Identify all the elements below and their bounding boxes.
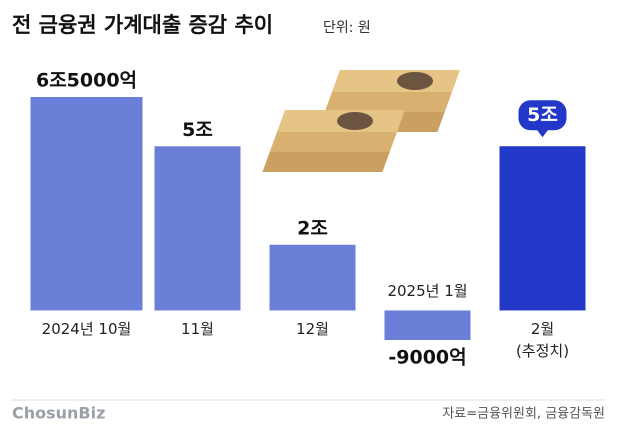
x-tick-label: 2024년 10월 [41,320,132,339]
x-tick-label: 11월 [181,320,214,339]
value-label: 2조 [297,217,328,239]
bar [269,244,356,311]
value-label: -9000억 [388,347,466,369]
value-label: 5조 [182,119,213,141]
callout-box [518,100,567,131]
value-label: 5조 [527,104,558,126]
source: 자료=금융위원회, 금융감독원 [442,407,605,422]
chart-subtitle: 단위: 원 [323,20,371,36]
chart-title: 전 금융권 가계대출 증감 추이 [12,13,273,37]
bar [499,146,586,311]
money-illustration [262,70,460,172]
x-tick-label: 2025년 1월 [387,282,468,301]
x-tick-label: 12월 [296,320,329,339]
x-tick-label: 2월 (추정치) [515,320,570,361]
bar [384,310,471,340]
callout: 5조 [518,100,567,138]
callout-pointer [536,129,549,138]
value-label: 6조5000억 [36,70,137,92]
bar [154,146,241,311]
logo: ChosunBiz [12,404,105,423]
bar [30,97,143,311]
